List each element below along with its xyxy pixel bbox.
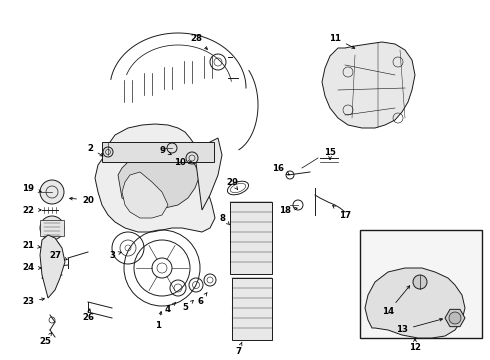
Polygon shape [95, 124, 215, 232]
Text: 22: 22 [22, 206, 41, 215]
Text: 13: 13 [396, 318, 442, 334]
Text: 9: 9 [159, 145, 171, 154]
Text: 5: 5 [182, 301, 194, 312]
Circle shape [449, 312, 461, 324]
Circle shape [40, 216, 64, 240]
Text: 21: 21 [22, 240, 41, 249]
Circle shape [413, 275, 427, 289]
Text: 19: 19 [22, 184, 41, 193]
Text: 18: 18 [279, 206, 297, 215]
Text: 4: 4 [165, 302, 176, 315]
Text: 11: 11 [329, 33, 355, 48]
Text: 28: 28 [190, 33, 207, 49]
Circle shape [40, 180, 64, 204]
Polygon shape [118, 155, 200, 208]
Text: 20: 20 [70, 195, 94, 204]
Text: 7: 7 [235, 342, 242, 356]
Polygon shape [122, 172, 168, 218]
Polygon shape [365, 268, 465, 338]
Text: 25: 25 [39, 332, 52, 346]
Bar [40, 220, 64, 236]
Bar [102, 142, 214, 162]
Text: 17: 17 [333, 206, 351, 220]
Text: 8: 8 [219, 213, 230, 225]
Bar [360, 230, 482, 338]
Text: 26: 26 [82, 309, 94, 323]
Text: 29: 29 [226, 177, 238, 189]
Bar [230, 202, 272, 274]
Bar [232, 278, 272, 340]
Text: 6: 6 [197, 292, 207, 306]
Text: 1: 1 [155, 311, 162, 329]
Text: 10: 10 [174, 158, 192, 166]
Text: 14: 14 [382, 286, 410, 316]
Text: 24: 24 [22, 264, 41, 273]
Text: 2: 2 [87, 144, 103, 156]
Text: 16: 16 [272, 163, 290, 175]
Text: 27: 27 [49, 251, 67, 260]
Polygon shape [445, 309, 465, 327]
Polygon shape [322, 42, 415, 128]
Text: 23: 23 [22, 297, 45, 306]
Polygon shape [40, 235, 65, 298]
Text: 15: 15 [324, 148, 336, 159]
Text: 12: 12 [409, 339, 421, 352]
Polygon shape [195, 138, 222, 210]
Text: 3: 3 [109, 251, 121, 260]
